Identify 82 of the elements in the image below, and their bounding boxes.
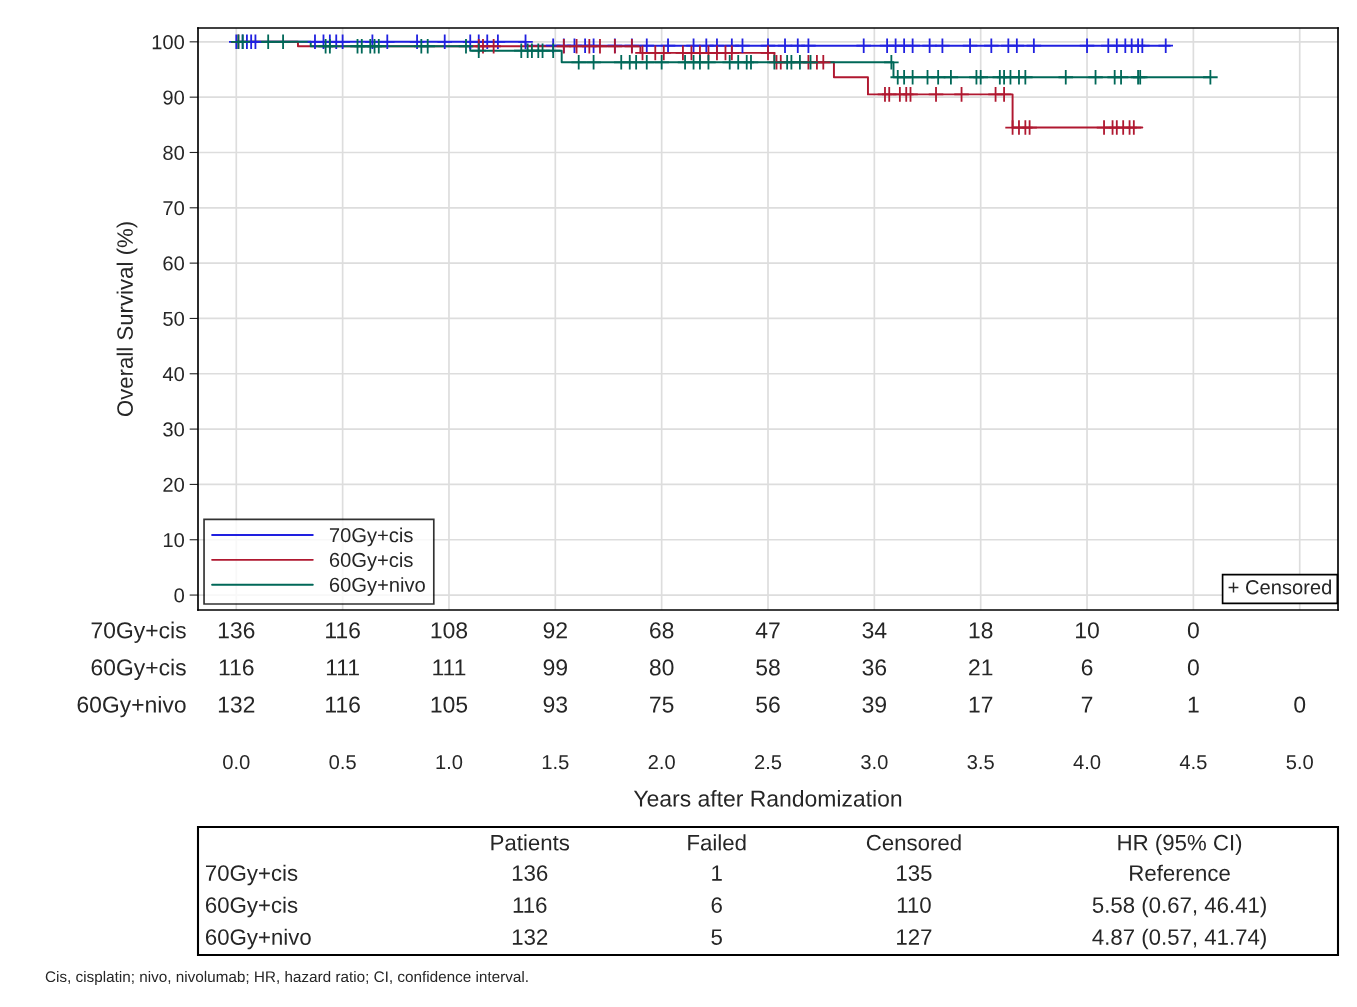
y-tick-label: 60 [163,256,185,271]
y-tick-label: 40 [162,367,185,382]
text: 116 [219,659,254,676]
x-tick-label: 0.0 [223,754,250,770]
y-tick-label: 30 [163,422,185,437]
text: 39 [862,696,886,713]
text: 92 [543,622,567,639]
text: 75 [650,696,674,713]
y-tick-label: 90 [163,90,185,105]
text: 6 [1081,659,1093,676]
text: 6 [711,897,722,913]
text: 0 [1187,622,1199,639]
text: Cis, cisplatin; nivo, nivolumab; HR, hazard ratio; CI, confidence interval. [45,970,528,986]
text: 127 [897,929,932,945]
category-label: Censored [866,834,961,851]
x-tick-label: 1.0 [436,754,463,770]
text: 80 [649,659,674,676]
text: 136 [512,865,548,881]
annotation: + Censored [1228,579,1332,595]
text: 47 [755,622,780,639]
y-tick-label: 50 [163,311,185,326]
x-tick-label: 3.0 [861,754,888,770]
text: 4.87 (0.57, 41.74) [1092,928,1266,950]
legend-label: 60Gy+cis [329,552,413,572]
x-tick-label: 4.0 [1073,754,1101,770]
text: 111 [326,659,359,676]
text: 132 [218,696,255,713]
text: 105 [431,696,468,713]
text: 93 [543,696,568,713]
text: 36 [862,659,887,676]
text: 34 [862,622,887,639]
category-label: 60Gy+nivo [205,928,311,950]
y-tick-label: 80 [163,145,185,160]
text: 5.58 (0.67, 46.41) [1092,896,1266,918]
category-label: 60Gy+cis [205,896,298,918]
text: 7 [1081,696,1093,713]
x-tick-label: 2.0 [648,754,675,770]
text: 5 [711,929,722,945]
text: 110 [897,897,931,913]
text: 0 [1294,696,1306,713]
text: 68 [650,622,674,639]
text: Reference [1130,864,1230,881]
text: 108 [431,622,468,639]
text: 17 [969,696,993,713]
text: 135 [897,865,932,881]
legend-label: 70Gy+cis [329,527,413,547]
x-tick-label: 1.5 [542,755,569,770]
text: 111 [433,659,466,676]
category-label: 60Gy+nivo [77,695,186,718]
category-label: Patients [491,834,570,851]
category-label: Failed [688,834,746,851]
x-tick-label: 5.0 [1286,754,1313,770]
text: 116 [326,696,360,713]
text: 21 [969,659,993,676]
text: 1 [1188,696,1199,713]
y-tick-label: 0 [174,588,185,603]
x-tick-label: 0.5 [329,754,356,770]
x-tick-label: 2.5 [755,754,782,770]
category-label: 60Gy+cis [91,658,186,681]
category-label: 70Gy+cis [205,864,298,886]
y-tick-label: 20 [163,477,185,492]
text: 10 [1076,622,1099,639]
y-tick-label: 10 [163,532,185,548]
text: 18 [969,622,993,639]
text: 116 [513,897,547,913]
legend-label: 60Gy+nivo [329,577,425,596]
text: 136 [218,622,255,639]
text: 1 [712,865,722,881]
text: 56 [756,696,780,713]
y-axis-title: Overall Survival (%) [116,222,138,417]
x-tick-label: 3.5 [967,754,994,770]
y-tick-label: 70 [163,201,185,216]
category-label: HR (95% CI) [1118,834,1242,855]
x-axis-title: Years after Randomization [633,789,902,807]
text: 132 [512,929,548,945]
text: 99 [543,659,567,676]
y-tick-label: 100 [152,35,185,50]
text: 116 [326,622,360,639]
x-tick-label: 4.5 [1179,755,1207,770]
text: 0 [1187,659,1199,676]
category-label: 70Gy+cis [91,621,186,643]
text: 58 [756,659,780,676]
